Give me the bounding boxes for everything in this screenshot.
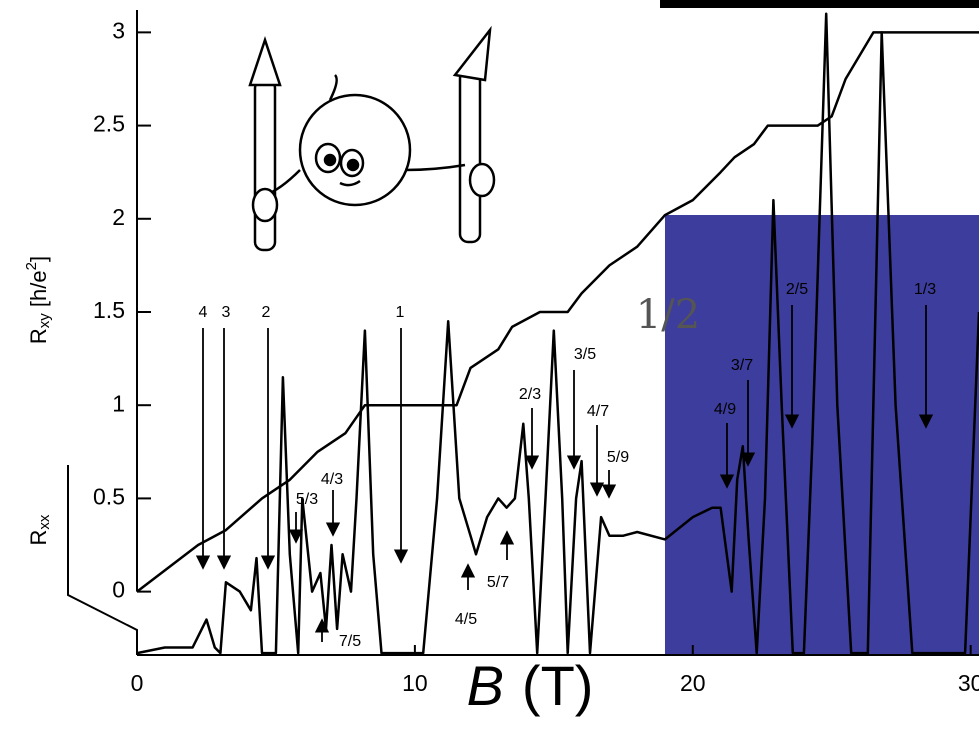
label-part: xy [36,313,53,329]
x-tick-label: 10 [402,670,428,696]
y-tick-label: 3 [112,17,125,43]
annotation: 1/3 [914,281,936,298]
annotation: 4 [199,304,208,321]
y2-axis-label: Rxx [26,514,53,545]
label-part: ] [26,256,51,262]
label-part: B [467,654,504,717]
label-part: R [26,530,51,546]
annotation: 3 [222,304,231,321]
annotation: 1 [396,304,405,321]
label-part: R [26,328,51,344]
label-part: (T) [522,654,594,717]
annotation: 4/9 [714,401,736,418]
annotation: 4/5 [455,611,477,628]
chart: Rxy [h/e2] Rxx B(T) 1/2 00.511.522.53010… [0,0,979,738]
annotation: 5/7 [487,574,509,591]
annotation: 2 [262,304,271,321]
annotation: 3/7 [731,357,753,374]
x-tick-label: 0 [131,670,144,696]
y-tick-label: 1.5 [93,297,125,323]
annotation: 4/7 [587,403,609,420]
y-axis-label: Rxy [h/e2] [23,256,53,344]
cartoon [250,30,494,250]
label-part: 2 [23,262,40,270]
y-tick-label: 0.5 [93,483,125,509]
x-tick-label: 30 [958,670,979,696]
y-tick-label: 1 [112,390,125,416]
y-tick-label: 2 [112,204,125,230]
annotation: 5/3 [296,491,318,508]
x-tick-label: 20 [680,670,706,696]
annotation: 2/3 [519,386,541,403]
x-axis-label: B (T) [467,654,594,717]
annotation: 5/9 [607,449,629,466]
annotation: 3/5 [574,346,596,363]
y-tick-label: 0 [112,577,125,603]
label-part: [h/e [26,270,51,313]
top-bar [660,0,979,8]
label-part: xx [36,514,53,530]
annotation: 4/3 [321,471,343,488]
y-tick-label: 2.5 [93,111,125,137]
center-label: 1/2 [636,292,700,338]
annotation: 2/5 [786,281,808,298]
annotation: 7/5 [339,633,361,650]
